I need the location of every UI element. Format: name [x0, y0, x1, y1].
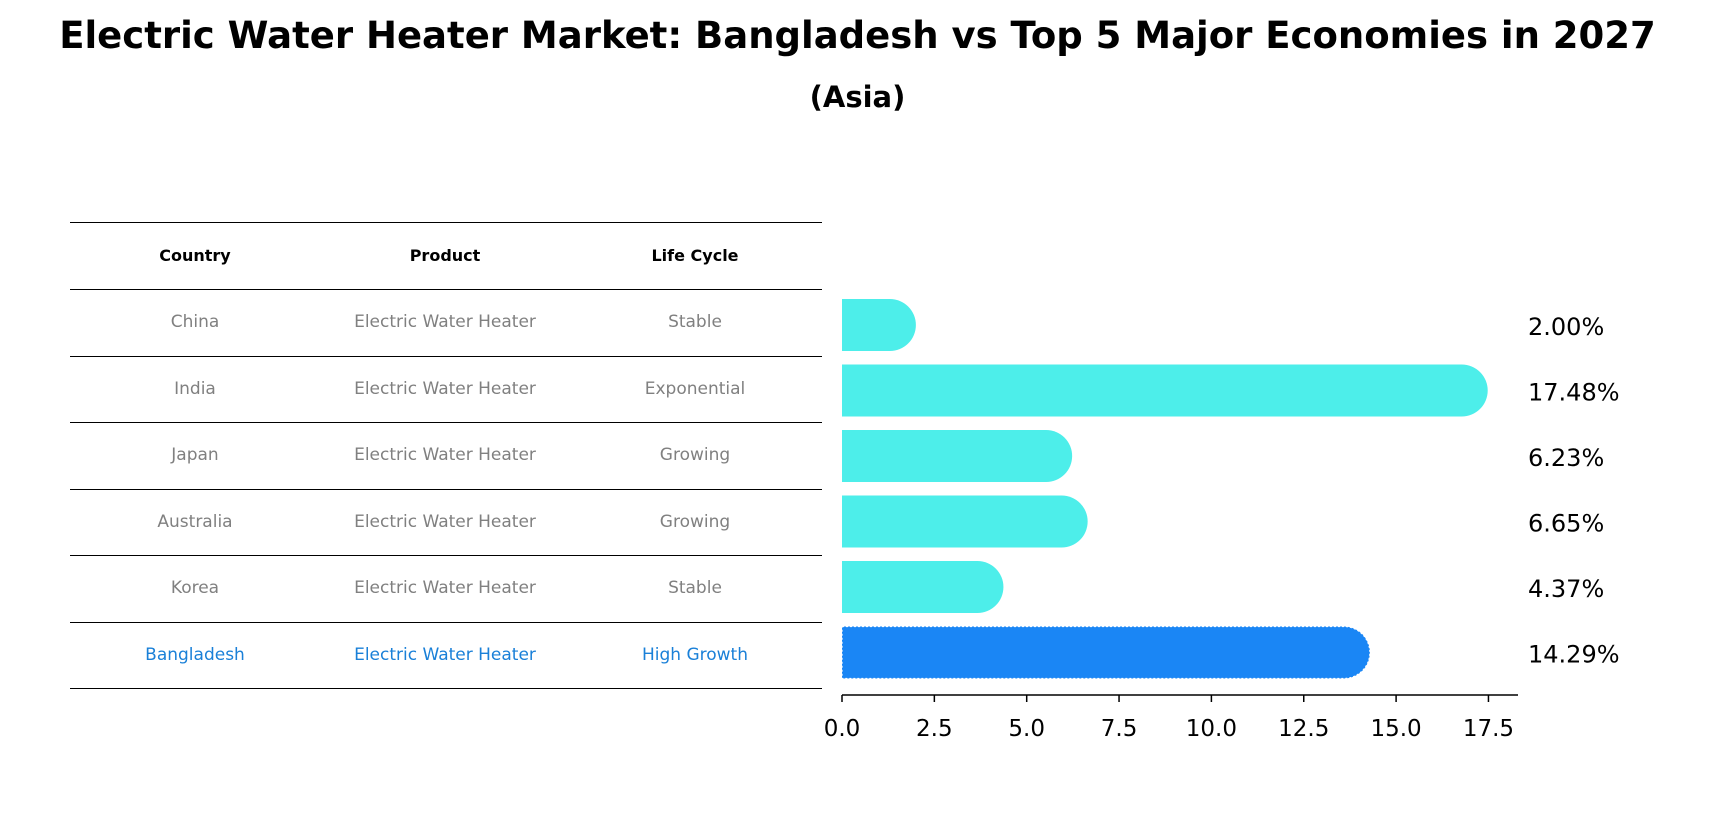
x-tick-label: 15.0: [1370, 716, 1421, 742]
value-label: 17.48%: [1528, 379, 1620, 407]
bar-bangladesh: [841, 625, 1371, 680]
table-rule: [70, 688, 822, 689]
bar-china: [842, 299, 916, 351]
value-label: 6.65%: [1528, 510, 1604, 538]
table-cell: China: [170, 312, 220, 333]
table-rule: [70, 621, 822, 623]
table-rule: [70, 422, 822, 423]
table-cell: Electric Water Heater: [354, 312, 536, 333]
x-tick-label: 5.0: [1008, 716, 1045, 742]
table-rule: [70, 289, 822, 290]
chart-title: Electric Water Heater Market: Bangladesh…: [59, 14, 1656, 57]
value-label: 6.23%: [1528, 444, 1604, 472]
table-cell: Exponential: [644, 378, 746, 399]
table-cell: Korea: [170, 578, 220, 599]
table-rule: [70, 488, 822, 490]
value-label: 4.37%: [1528, 575, 1604, 603]
value-label: 14.29%: [1528, 641, 1620, 669]
table-rule: [70, 222, 822, 223]
table-cell: Growing: [659, 511, 731, 532]
chart-subtitle: (Asia): [809, 80, 906, 114]
table-cell: Stable: [668, 578, 722, 599]
bar-korea: [842, 561, 1004, 613]
table-cell: Growing: [659, 445, 731, 466]
x-tick-label: 10.0: [1186, 716, 1237, 742]
table-header-cell: Country: [159, 245, 231, 265]
table-cell: Bangladesh: [145, 644, 245, 665]
table-rule: [70, 555, 822, 556]
bar-india: [842, 364, 1488, 417]
bar-australia: [842, 495, 1088, 548]
table-cell: Electric Water Heater: [354, 378, 536, 399]
bar-japan: [842, 430, 1073, 482]
x-tick-label: 7.5: [1101, 716, 1138, 742]
value-label: 2.00%: [1528, 313, 1604, 341]
table-header-cell: Life Cycle: [651, 245, 739, 265]
table-cell: High Growth: [641, 644, 748, 665]
table-cell: India: [174, 378, 216, 399]
table-rule: [70, 355, 822, 357]
x-tick-label: 0.0: [824, 716, 861, 742]
table-cell: Electric Water Heater: [354, 644, 536, 665]
table-cell: Electric Water Heater: [354, 578, 536, 599]
table-header-cell: Product: [409, 245, 481, 265]
x-tick-label: 2.5: [916, 716, 953, 742]
table-cell: Electric Water Heater: [354, 445, 536, 466]
table-cell: Stable: [668, 312, 722, 333]
table-cell: Electric Water Heater: [354, 511, 536, 532]
x-tick-label: 17.5: [1463, 716, 1514, 742]
x-tick-label: 12.5: [1278, 716, 1329, 742]
table-cell: Japan: [171, 445, 219, 466]
table-cell: Australia: [157, 511, 233, 532]
